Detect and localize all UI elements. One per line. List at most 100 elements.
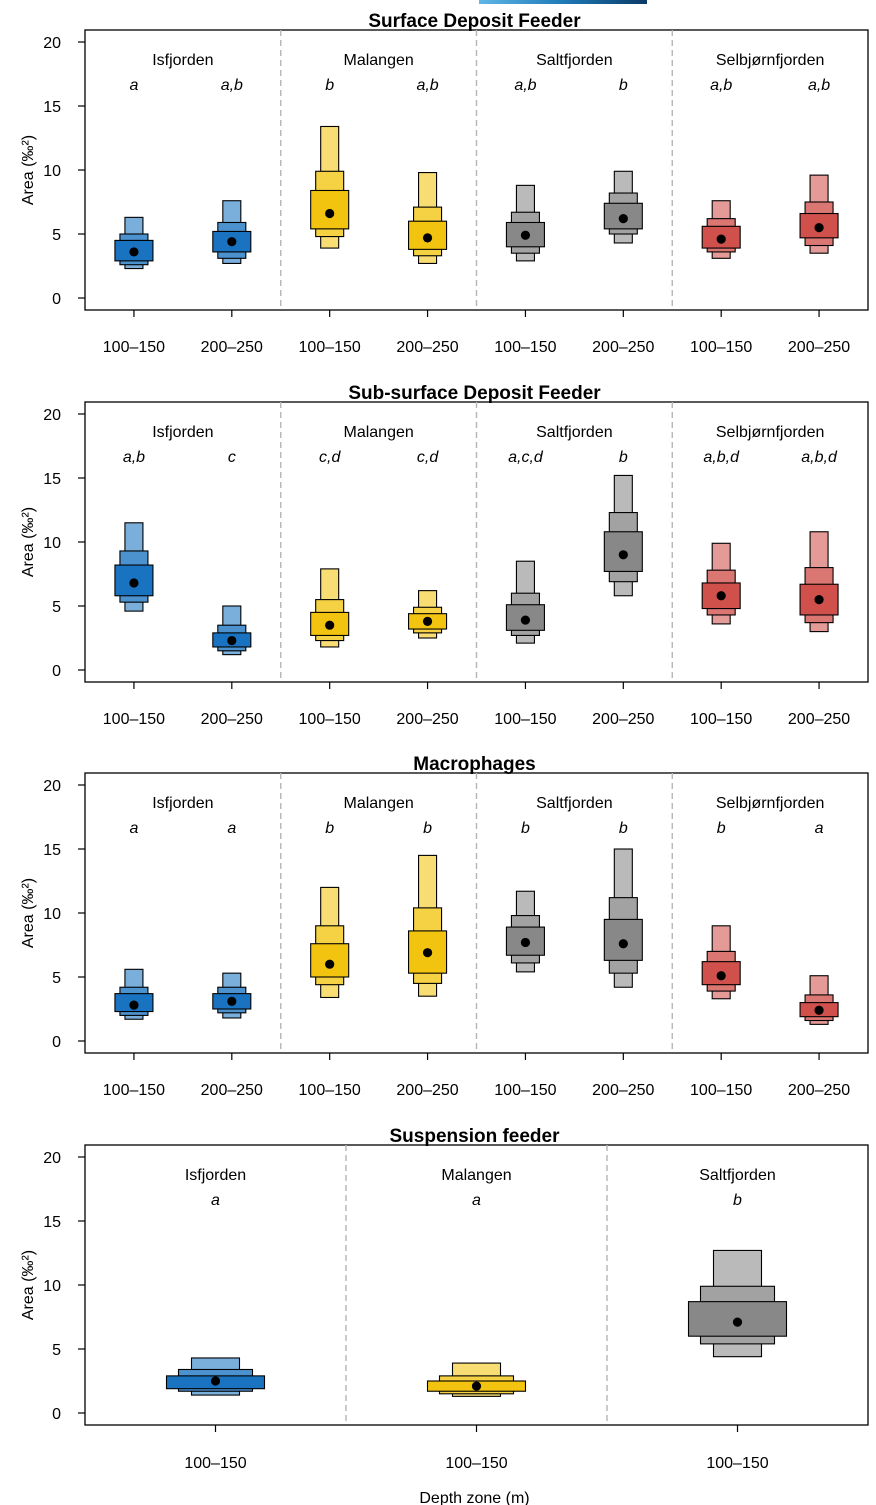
interval-box bbox=[114, 968, 154, 1020]
mode-point bbox=[716, 971, 726, 981]
significance-letter: b bbox=[619, 449, 628, 466]
y-tick-label: 20 bbox=[43, 407, 61, 424]
significance-letter: a bbox=[129, 820, 138, 837]
y-tick-label: 10 bbox=[43, 1278, 61, 1295]
significance-letter: a bbox=[815, 820, 824, 837]
panel-3: Macrophages 0 5 10 15 20 Area (‰²) Isfjorden a 10… bbox=[20, 754, 869, 1099]
mode-point bbox=[618, 214, 628, 224]
mode-point bbox=[227, 237, 237, 247]
interval-box bbox=[212, 605, 252, 656]
mode-point bbox=[732, 1317, 743, 1327]
x-tick-label: 100–150 bbox=[103, 339, 165, 356]
significance-letter: a,b bbox=[514, 77, 536, 94]
interval-box bbox=[687, 1249, 788, 1358]
significance-letter: b bbox=[733, 1192, 742, 1209]
interval-box bbox=[505, 890, 545, 973]
y-tick-label: 5 bbox=[52, 227, 61, 244]
group-label: Isfjorden bbox=[152, 795, 213, 812]
y-tick-label: 15 bbox=[43, 842, 61, 859]
x-tick-label: 200–250 bbox=[396, 1082, 458, 1099]
y-tick-label: 0 bbox=[52, 663, 61, 680]
x-tick-label: 100–150 bbox=[690, 711, 752, 728]
y-tick-label: 15 bbox=[43, 99, 61, 116]
mode-point bbox=[422, 233, 433, 243]
x-tick-label: 200–250 bbox=[788, 339, 850, 356]
y-tick-label: 5 bbox=[52, 599, 61, 616]
group-label: Saltfjorden bbox=[536, 424, 613, 441]
interval-box bbox=[426, 1362, 527, 1397]
mode-point bbox=[227, 996, 237, 1006]
panel-title: Macrophages bbox=[413, 754, 535, 775]
significance-letter: a,b bbox=[416, 77, 438, 94]
group-label: Selbjørnfjorden bbox=[716, 52, 825, 69]
mode-point bbox=[422, 948, 433, 958]
x-tick-label: 200–250 bbox=[201, 1082, 263, 1099]
significance-letter: a,b,d bbox=[801, 449, 838, 466]
mode-point bbox=[716, 234, 726, 244]
interval-box bbox=[408, 590, 448, 639]
panel-title: Suspension feeder bbox=[390, 1126, 561, 1147]
y-tick-label: 0 bbox=[52, 1406, 61, 1423]
panel-title: Surface Deposit Feeder bbox=[368, 11, 581, 32]
group-label: Isfjorden bbox=[152, 52, 213, 69]
interval-box bbox=[799, 174, 839, 254]
mode-point bbox=[520, 615, 531, 625]
interval-box bbox=[212, 972, 252, 1019]
group-label: Malangen bbox=[343, 52, 413, 69]
mode-point bbox=[716, 591, 726, 601]
interval-box bbox=[603, 170, 643, 244]
x-tick-label: 200–250 bbox=[201, 711, 263, 728]
panel-2: Sub-surface Deposit Feeder 0 5 10 15 20 Area (… bbox=[20, 383, 869, 728]
group-label: Saltfjorden bbox=[536, 52, 613, 69]
interval-box bbox=[603, 848, 643, 988]
mode-point bbox=[520, 230, 531, 240]
interval-box bbox=[603, 474, 643, 597]
y-tick-label: 5 bbox=[52, 970, 61, 987]
significance-letter: c,d bbox=[417, 449, 439, 466]
y-tick-label: 0 bbox=[52, 291, 61, 308]
y-axis-label: Area (‰²) bbox=[20, 507, 37, 577]
x-tick-label: 100–150 bbox=[690, 1082, 752, 1099]
x-tick-label: 100–150 bbox=[299, 339, 361, 356]
significance-letter: a bbox=[129, 77, 138, 94]
x-tick-label: 200–250 bbox=[396, 711, 458, 728]
group-label: Selbjørnfjorden bbox=[716, 795, 825, 812]
mode-point bbox=[325, 959, 335, 969]
mode-point bbox=[520, 937, 531, 948]
x-tick-label: 200–250 bbox=[592, 1082, 654, 1099]
mode-point bbox=[814, 1005, 824, 1015]
mode-point bbox=[129, 247, 139, 257]
interval-box bbox=[165, 1357, 266, 1396]
significance-letter: b bbox=[521, 820, 530, 837]
interval-box bbox=[310, 125, 350, 249]
mode-point bbox=[814, 595, 824, 605]
x-tick-label: 100–150 bbox=[706, 1455, 768, 1472]
x-tick-label: 100–150 bbox=[103, 1082, 165, 1099]
y-tick-label: 15 bbox=[43, 1214, 61, 1231]
y-axis-label: Area (‰²) bbox=[20, 1250, 37, 1320]
significance-letter: a,b bbox=[710, 77, 732, 94]
x-tick-label: 200–250 bbox=[592, 711, 654, 728]
interval-box bbox=[701, 542, 741, 625]
x-tick-label: 100–150 bbox=[494, 339, 556, 356]
y-tick-label: 20 bbox=[43, 35, 61, 52]
interval-box bbox=[799, 975, 839, 1025]
mode-point bbox=[814, 223, 824, 233]
y-tick-label: 20 bbox=[43, 1150, 61, 1167]
interval-box bbox=[114, 522, 154, 612]
x-tick-label: 100–150 bbox=[690, 339, 752, 356]
interval-box bbox=[701, 200, 741, 259]
panel-4: Suspension feeder 0 5 10 15 20 Area (‰²) Isfjor… bbox=[20, 1126, 869, 1505]
mode-point bbox=[129, 1000, 139, 1010]
y-tick-label: 10 bbox=[43, 906, 61, 923]
group-label: Saltfjorden bbox=[699, 1167, 776, 1184]
y-tick-label: 15 bbox=[43, 471, 61, 488]
top-color-strip bbox=[479, 0, 647, 4]
x-tick-label: 200–250 bbox=[788, 711, 850, 728]
significance-letter: c bbox=[228, 449, 236, 466]
mode-point bbox=[227, 635, 237, 646]
x-tick-label: 100–150 bbox=[103, 711, 165, 728]
group-label: Saltfjorden bbox=[536, 795, 613, 812]
mode-point bbox=[129, 578, 139, 588]
